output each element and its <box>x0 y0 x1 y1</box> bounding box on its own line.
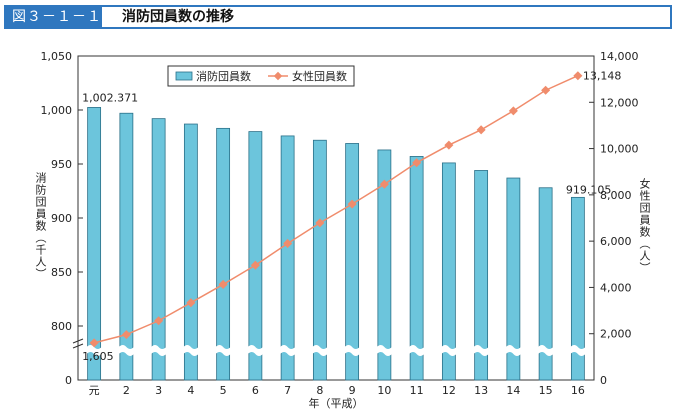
x-tick-label: 13 <box>474 384 488 397</box>
line-marker <box>476 125 486 135</box>
bar-break-band <box>118 345 134 356</box>
bar-break-band <box>505 345 521 356</box>
left-tick-label: 950 <box>51 158 72 171</box>
data-label: 919.105 <box>566 183 612 196</box>
bar <box>441 162 456 381</box>
left-tick-label: 800 <box>51 320 72 333</box>
bar-break-band <box>86 345 102 356</box>
bar <box>87 107 102 381</box>
x-tick-label: 14 <box>506 384 520 397</box>
bar <box>119 112 134 381</box>
line-marker <box>541 85 551 95</box>
legend-label: 女性団員数 <box>292 69 347 83</box>
bar-break-band <box>280 345 296 356</box>
bar-break-band <box>473 345 489 356</box>
bar <box>151 118 166 381</box>
bar-break-band <box>538 345 554 356</box>
bar <box>570 196 585 381</box>
bar <box>345 143 360 381</box>
line-series <box>93 75 579 344</box>
line-marker <box>444 140 454 150</box>
left-tick-label: 850 <box>51 266 72 279</box>
right-tick-label: 12,000 <box>600 96 639 109</box>
x-tick-label: 11 <box>410 384 424 397</box>
bar-break-band <box>441 345 457 356</box>
bar-break-band <box>409 345 425 356</box>
bar <box>183 123 198 381</box>
right-tick-label: 4,000 <box>600 281 632 294</box>
x-tick-label: 6 <box>252 384 259 397</box>
bar-break-band <box>312 345 328 356</box>
x-tick-label: 9 <box>349 384 356 397</box>
axis-break-mark <box>72 338 84 349</box>
legend-swatch-bar <box>175 71 193 81</box>
x-tick-label: 12 <box>442 384 456 397</box>
x-tick-label: 15 <box>539 384 553 397</box>
data-label: 13,148 <box>583 70 622 83</box>
line-marker <box>573 71 583 81</box>
left-tick-label: 1,050 <box>41 50 73 63</box>
left-axis-label: 消防団員数（千人） <box>34 172 47 280</box>
x-axis-label: 年（平成） <box>309 396 364 410</box>
x-tick-label: 2 <box>123 384 130 397</box>
bar <box>248 131 263 381</box>
x-tick-label: 7 <box>284 384 291 397</box>
line-marker <box>154 316 164 326</box>
bar-break-band <box>151 345 167 356</box>
bar-break-band <box>183 345 199 356</box>
x-tick-label: 5 <box>220 384 227 397</box>
figure-title: 消防団員数の推移 <box>122 9 234 25</box>
x-tick-label: 3 <box>155 384 162 397</box>
line-marker <box>186 298 196 308</box>
x-tick-label: 元 <box>89 384 100 397</box>
bar-break-band <box>247 345 263 356</box>
bar-break-band <box>570 345 586 356</box>
data-label: 1,002.371 <box>82 91 138 104</box>
line-marker <box>250 260 260 270</box>
left-tick-label: 900 <box>51 212 72 225</box>
data-label: 1,605 <box>82 350 114 363</box>
line-marker <box>218 279 228 289</box>
left-tick-label: 0 <box>65 374 72 387</box>
bar-break-band <box>376 345 392 356</box>
right-tick-label: 0 <box>600 374 607 387</box>
bar <box>409 156 424 381</box>
bar <box>474 170 489 381</box>
right-tick-label: 8,000 <box>600 189 632 202</box>
x-tick-label: 8 <box>316 384 323 397</box>
right-tick-label: 14,000 <box>600 50 639 63</box>
figure-title-bar: 図３－１－１ 消防団員数の推移 <box>4 5 672 29</box>
legend-box <box>167 65 355 87</box>
bar <box>506 177 521 381</box>
legend-label: 消防団員数 <box>196 69 251 83</box>
bar-break-band <box>215 345 231 356</box>
bar <box>216 127 231 381</box>
line-marker <box>508 106 518 116</box>
bar <box>312 139 327 381</box>
bar-break-band <box>344 345 360 356</box>
right-tick-label: 6,000 <box>600 235 632 248</box>
right-tick-label: 2,000 <box>600 328 632 341</box>
figure-label: 図３－１－１ <box>6 7 102 27</box>
right-axis-label: 女性団員数（人） <box>638 178 651 274</box>
right-tick-label: 10,000 <box>600 143 639 156</box>
x-tick-label: 4 <box>187 384 194 397</box>
bar <box>377 149 392 381</box>
left-tick-label: 1,000 <box>41 104 73 117</box>
bar <box>280 135 295 381</box>
legend-swatch-marker <box>273 71 283 81</box>
x-tick-label: 10 <box>377 384 391 397</box>
x-tick-label: 16 <box>571 384 585 397</box>
bar <box>538 187 553 381</box>
